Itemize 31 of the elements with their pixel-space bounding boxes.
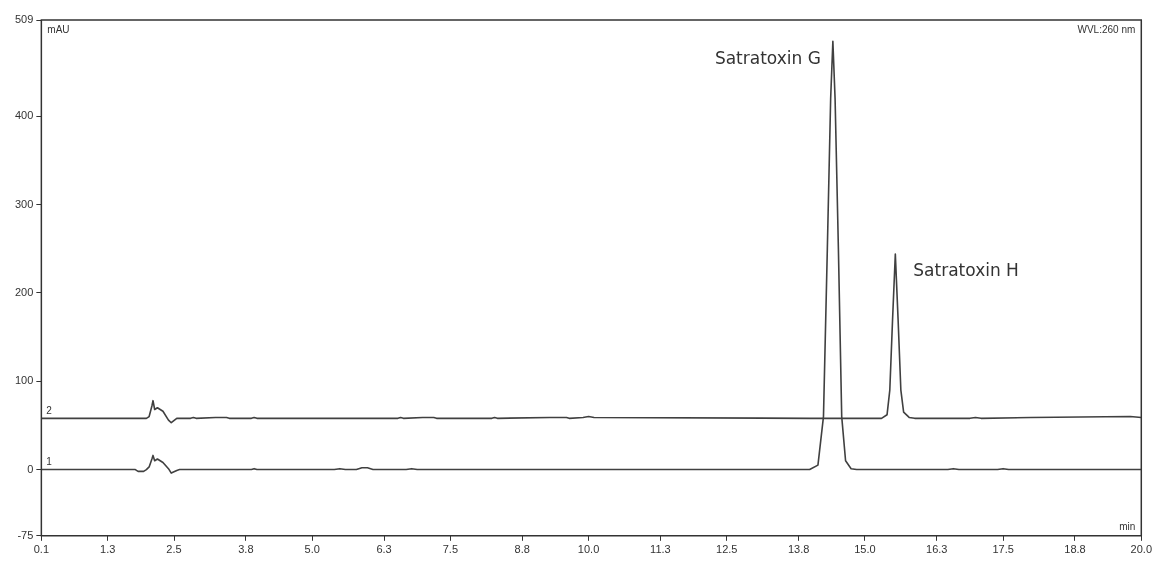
x-tick-label: 16.3	[926, 543, 948, 556]
x-tick-label: 1.3	[100, 543, 116, 556]
annotation: WVL:260 nm	[1077, 23, 1136, 35]
x-tick-label: 2.5	[166, 543, 182, 556]
x-tick-label: 20.0	[1130, 543, 1153, 556]
series-label: 1	[46, 456, 53, 468]
x-tick-label: 5.0	[304, 543, 320, 556]
x-tick-label: 7.5	[442, 543, 459, 556]
y-tick-label: 200	[14, 285, 34, 298]
y-tick-label: 0	[27, 462, 34, 475]
y-tick-label: -75	[17, 528, 34, 541]
x-tick-label: 6.3	[376, 543, 392, 556]
y-tick-label: 400	[14, 109, 34, 122]
series-label: 2	[46, 405, 53, 417]
annotation: Satratoxin H	[913, 260, 1019, 281]
annotation: Satratoxin G	[714, 47, 821, 68]
y-tick-label: 300	[14, 197, 34, 210]
x-tick-label: 10.0	[577, 543, 600, 556]
x-tick-label: 13.8	[787, 543, 810, 556]
y-axis-title: mAU	[47, 23, 70, 35]
x-tick-label: 15.0	[854, 543, 876, 556]
y-tick-label: 100	[14, 374, 34, 387]
x-axis-title: min	[1119, 520, 1136, 532]
x-tick-label: 0.1	[33, 543, 49, 556]
x-tick-label: 17.5	[992, 543, 1014, 556]
x-tick-label: 12.5	[716, 543, 738, 556]
y-tick-label: 509	[14, 13, 34, 26]
x-tick-label: 3.8	[238, 543, 254, 556]
x-tick-label: 18.8	[1064, 543, 1086, 556]
x-tick-label: 11.3	[650, 543, 671, 556]
x-tick-label: 8.8	[514, 543, 530, 556]
